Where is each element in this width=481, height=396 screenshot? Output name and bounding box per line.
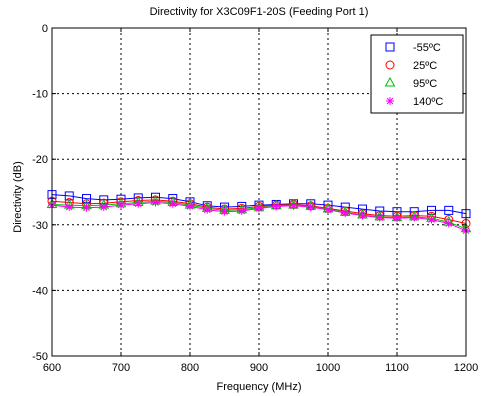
data-point — [289, 201, 298, 210]
legend-item: 140ºC — [386, 96, 443, 108]
y-tick-label: -50 — [32, 351, 48, 363]
chart-title: Directivity for X3C09F1-20S (Feeding Por… — [150, 6, 369, 18]
data-point — [386, 97, 394, 105]
x-tick-label: 700 — [112, 362, 130, 374]
data-point — [99, 203, 108, 212]
data-point — [444, 205, 454, 215]
data-point — [151, 198, 160, 207]
data-point — [306, 203, 315, 212]
data-point — [358, 211, 367, 220]
data-point — [82, 203, 91, 212]
legend-label: 95ºC — [413, 78, 437, 90]
x-axis-label: Frequency (MHz) — [217, 381, 302, 393]
data-point — [220, 207, 229, 216]
legend-label: 25ºC — [413, 60, 437, 72]
data-point — [272, 202, 281, 211]
data-point — [134, 199, 143, 208]
x-tick-label: 1200 — [454, 362, 478, 374]
legend-label: 140ºC — [413, 96, 443, 108]
data-point — [444, 219, 453, 228]
data-point — [341, 208, 350, 217]
legend-item: -55ºC — [385, 42, 441, 54]
y-tick-label: -10 — [32, 89, 48, 101]
data-point — [385, 42, 395, 52]
legend-item: 95ºC — [384, 76, 437, 90]
data-point — [82, 194, 91, 204]
data-point — [65, 203, 74, 212]
x-tick-label: 800 — [181, 362, 199, 374]
data-point — [237, 207, 246, 216]
data-point — [384, 76, 396, 87]
data-point — [203, 205, 212, 214]
y-tick-label: -20 — [32, 154, 48, 166]
legend-item: 25ºC — [385, 60, 437, 72]
data-point — [393, 214, 401, 223]
y-tick-label: 0 — [42, 23, 48, 35]
data-point — [186, 202, 194, 211]
data-point — [385, 60, 395, 70]
y-tick-label: -30 — [32, 220, 48, 232]
data-point — [427, 215, 436, 224]
data-point — [375, 213, 384, 222]
legend-label: -55ºC — [413, 42, 441, 54]
data-point — [168, 199, 177, 208]
legend: -55ºC 25ºC 95ºC 140ºC — [370, 34, 464, 114]
x-tick-label: 1000 — [316, 362, 340, 374]
data-point — [427, 205, 436, 215]
data-point — [410, 213, 419, 222]
y-tick-label: -40 — [32, 285, 48, 297]
x-tick-label: 600 — [43, 362, 61, 374]
data-point — [255, 204, 263, 213]
x-tick-label: 900 — [250, 362, 268, 374]
series-4 — [48, 198, 470, 235]
y-axis-label: Directivity (dB) — [12, 161, 24, 233]
data-point — [117, 201, 125, 210]
x-tick-label: 1100 — [385, 362, 409, 374]
data-point — [324, 205, 332, 214]
